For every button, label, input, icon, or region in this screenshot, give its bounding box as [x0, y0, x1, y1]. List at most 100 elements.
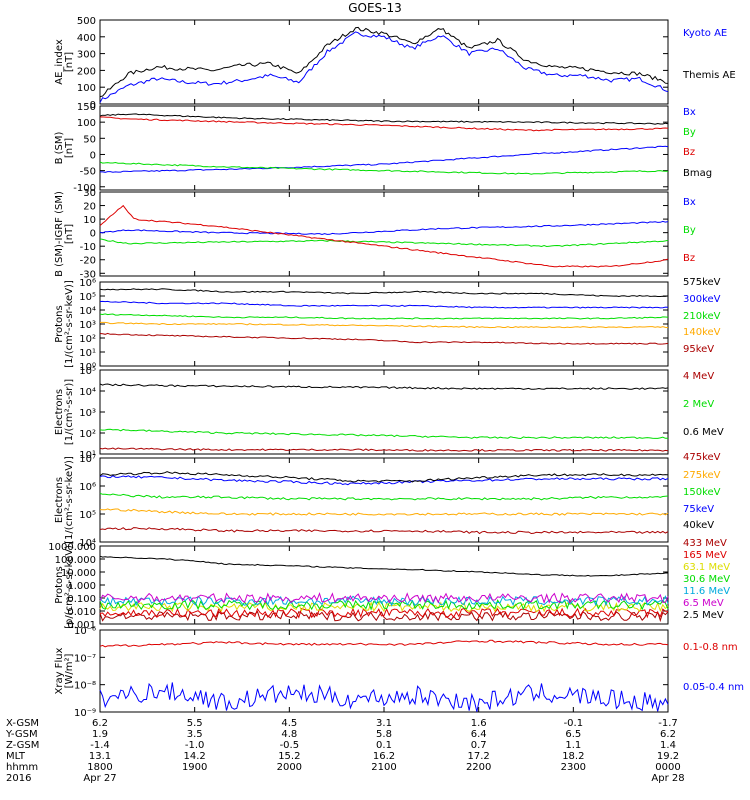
y-tick-label: 1000.000: [48, 542, 96, 553]
legend-label: By: [683, 127, 696, 138]
x-axis-value: -0.1: [564, 718, 584, 729]
panel-8: 10⁻⁹ 10⁻⁸ 10⁻⁷ 10⁻⁶ Xray Flux [W/m²] 0.1-0.8 n…: [54, 626, 744, 719]
y-axis-label: Xray Flux: [54, 647, 65, 694]
y-tick-label: 10¹: [79, 348, 96, 359]
series-433-mev: [99, 610, 669, 623]
y-tick-label: -30: [80, 269, 96, 280]
x-axis-value: 2000: [277, 762, 302, 773]
x-row-label: hhmm: [6, 762, 38, 773]
legend-label: Bmag: [683, 168, 712, 179]
y-tick-label: 10⁴: [79, 306, 96, 317]
series-11-6-mev: [99, 595, 669, 607]
y-tick-label: -20: [80, 256, 96, 267]
y-tick-label: 100: [77, 83, 96, 94]
x-axis-value: 0000: [655, 762, 680, 773]
x-axis-value: Apr 28: [651, 773, 684, 784]
y-tick-label: 0.001: [67, 620, 96, 631]
y-axis-label: [1/(cm²-s-sr-keV)]: [64, 456, 75, 544]
x-axis-value: 4.5: [281, 718, 297, 729]
y-tick-label: 20: [83, 202, 96, 213]
x-axis-value: 3.5: [187, 729, 203, 740]
figure-title: GOES-13: [348, 1, 402, 15]
y-tick-label: 0: [90, 150, 96, 161]
y-tick-label: 100: [77, 118, 96, 129]
series-40kev: [99, 471, 669, 483]
y-tick-label: 10⁶: [79, 482, 96, 493]
y-tick-label: 50: [83, 134, 96, 145]
panel-2: -100 -50 0 50 100 150 B (SM) [nT] Bx By Bz Bmag: [54, 102, 712, 194]
panel-frame: [99, 191, 669, 277]
legend-label: 75keV: [683, 504, 714, 515]
series-165-mev: [99, 607, 668, 619]
series-300kev: [99, 300, 669, 309]
legend-label: 11.6 MeV: [683, 586, 730, 597]
series-bmag: [99, 113, 669, 125]
series-bz: [99, 204, 669, 268]
y-tick-label: 10⁴: [79, 538, 96, 549]
x-axis-value: 1.6: [471, 718, 487, 729]
legend-label: 0.05-0.4 nm: [683, 682, 744, 693]
y-axis-label: B (SM): [54, 131, 65, 164]
legend-label: 4 MeV: [683, 371, 714, 382]
y-tick-label: 30: [83, 188, 96, 199]
y-tick-label: 10⁰: [79, 362, 96, 373]
y-tick-label: 10⁵: [79, 292, 96, 303]
x-axis-value: 3.1: [376, 718, 392, 729]
y-tick-label: 10⁴: [79, 387, 96, 398]
series-by: [99, 161, 669, 175]
legend-label: Bx: [683, 107, 696, 118]
y-tick-label: 0.010: [67, 607, 96, 618]
legend-label: 150keV: [683, 487, 721, 498]
panel-1: 0 100 200 300 400 500 AE_index [nT] Kyoto AE Them…: [54, 16, 736, 111]
legend-label: Bz: [683, 147, 695, 158]
x-axis-value: 1900: [182, 762, 207, 773]
y-axis-label: [1/(cm²-s-sr)]: [64, 379, 75, 445]
series-140kev: [100, 321, 669, 329]
x-axis-value: 16.2: [373, 751, 395, 762]
y-axis-label: Electrons: [54, 389, 65, 435]
legend-label: 433 MeV: [683, 538, 727, 549]
x-axis-value: 5.5: [187, 718, 203, 729]
x-axis-value: 18.2: [562, 751, 584, 762]
x-axis-value: 17.2: [468, 751, 490, 762]
series-475kev: [99, 527, 669, 535]
y-tick-label: -10: [80, 242, 96, 253]
series-210kev: [99, 313, 669, 320]
legend-label: Themis AE: [682, 70, 736, 81]
x-axis-value: 14.2: [184, 751, 206, 762]
y-tick-label: -100: [73, 183, 96, 194]
y-tick-label: 10³: [79, 408, 96, 419]
x-axis-value: 19.2: [657, 751, 679, 762]
x-axis-value: 0.7: [471, 740, 487, 751]
y-tick-label: 10⁵: [79, 510, 96, 521]
x-axis-value: 6.2: [660, 729, 676, 740]
series-bz: [99, 116, 669, 132]
x-axis-value: 4.8: [281, 729, 297, 740]
y-axis-label: [W/m²]: [64, 653, 75, 688]
panel-5: 10¹ 10² 10³ 10⁴ 10⁵ Electrons [1/(cm²-s-sr)] 4 …: [54, 366, 724, 461]
y-axis-label: AE_index: [54, 39, 65, 85]
x-axis-value: 1.9: [92, 729, 108, 740]
y-tick-label: 10²: [79, 334, 96, 345]
x-axis-value: 1800: [87, 762, 112, 773]
y-tick-label: -50: [80, 167, 96, 178]
x-axis-value: 15.2: [278, 751, 300, 762]
x-axis-value: -1.7: [658, 718, 678, 729]
y-tick-label: 100.000: [55, 555, 96, 566]
series-0-1-0-8-nm: [99, 639, 669, 648]
series-kyoto-ae: [99, 31, 669, 103]
series-4-mev: [99, 447, 669, 452]
y-tick-label: 10⁻⁶: [74, 626, 96, 637]
series-0-05-0-4-nm: [99, 682, 669, 712]
y-tick-label: 10.000: [61, 568, 96, 579]
series-2-5-mev: [99, 555, 668, 577]
legend-label: 210keV: [683, 311, 721, 322]
legend-label: By: [683, 225, 696, 236]
x-row-label: MLT: [6, 751, 26, 762]
legend-label: 30.6 MeV: [683, 574, 730, 585]
y-tick-label: 1.000: [67, 581, 96, 592]
legend-label: 2.5 MeV: [683, 610, 724, 621]
legend-label: 40keV: [683, 520, 714, 531]
legend-label: 165 MeV: [683, 550, 727, 561]
